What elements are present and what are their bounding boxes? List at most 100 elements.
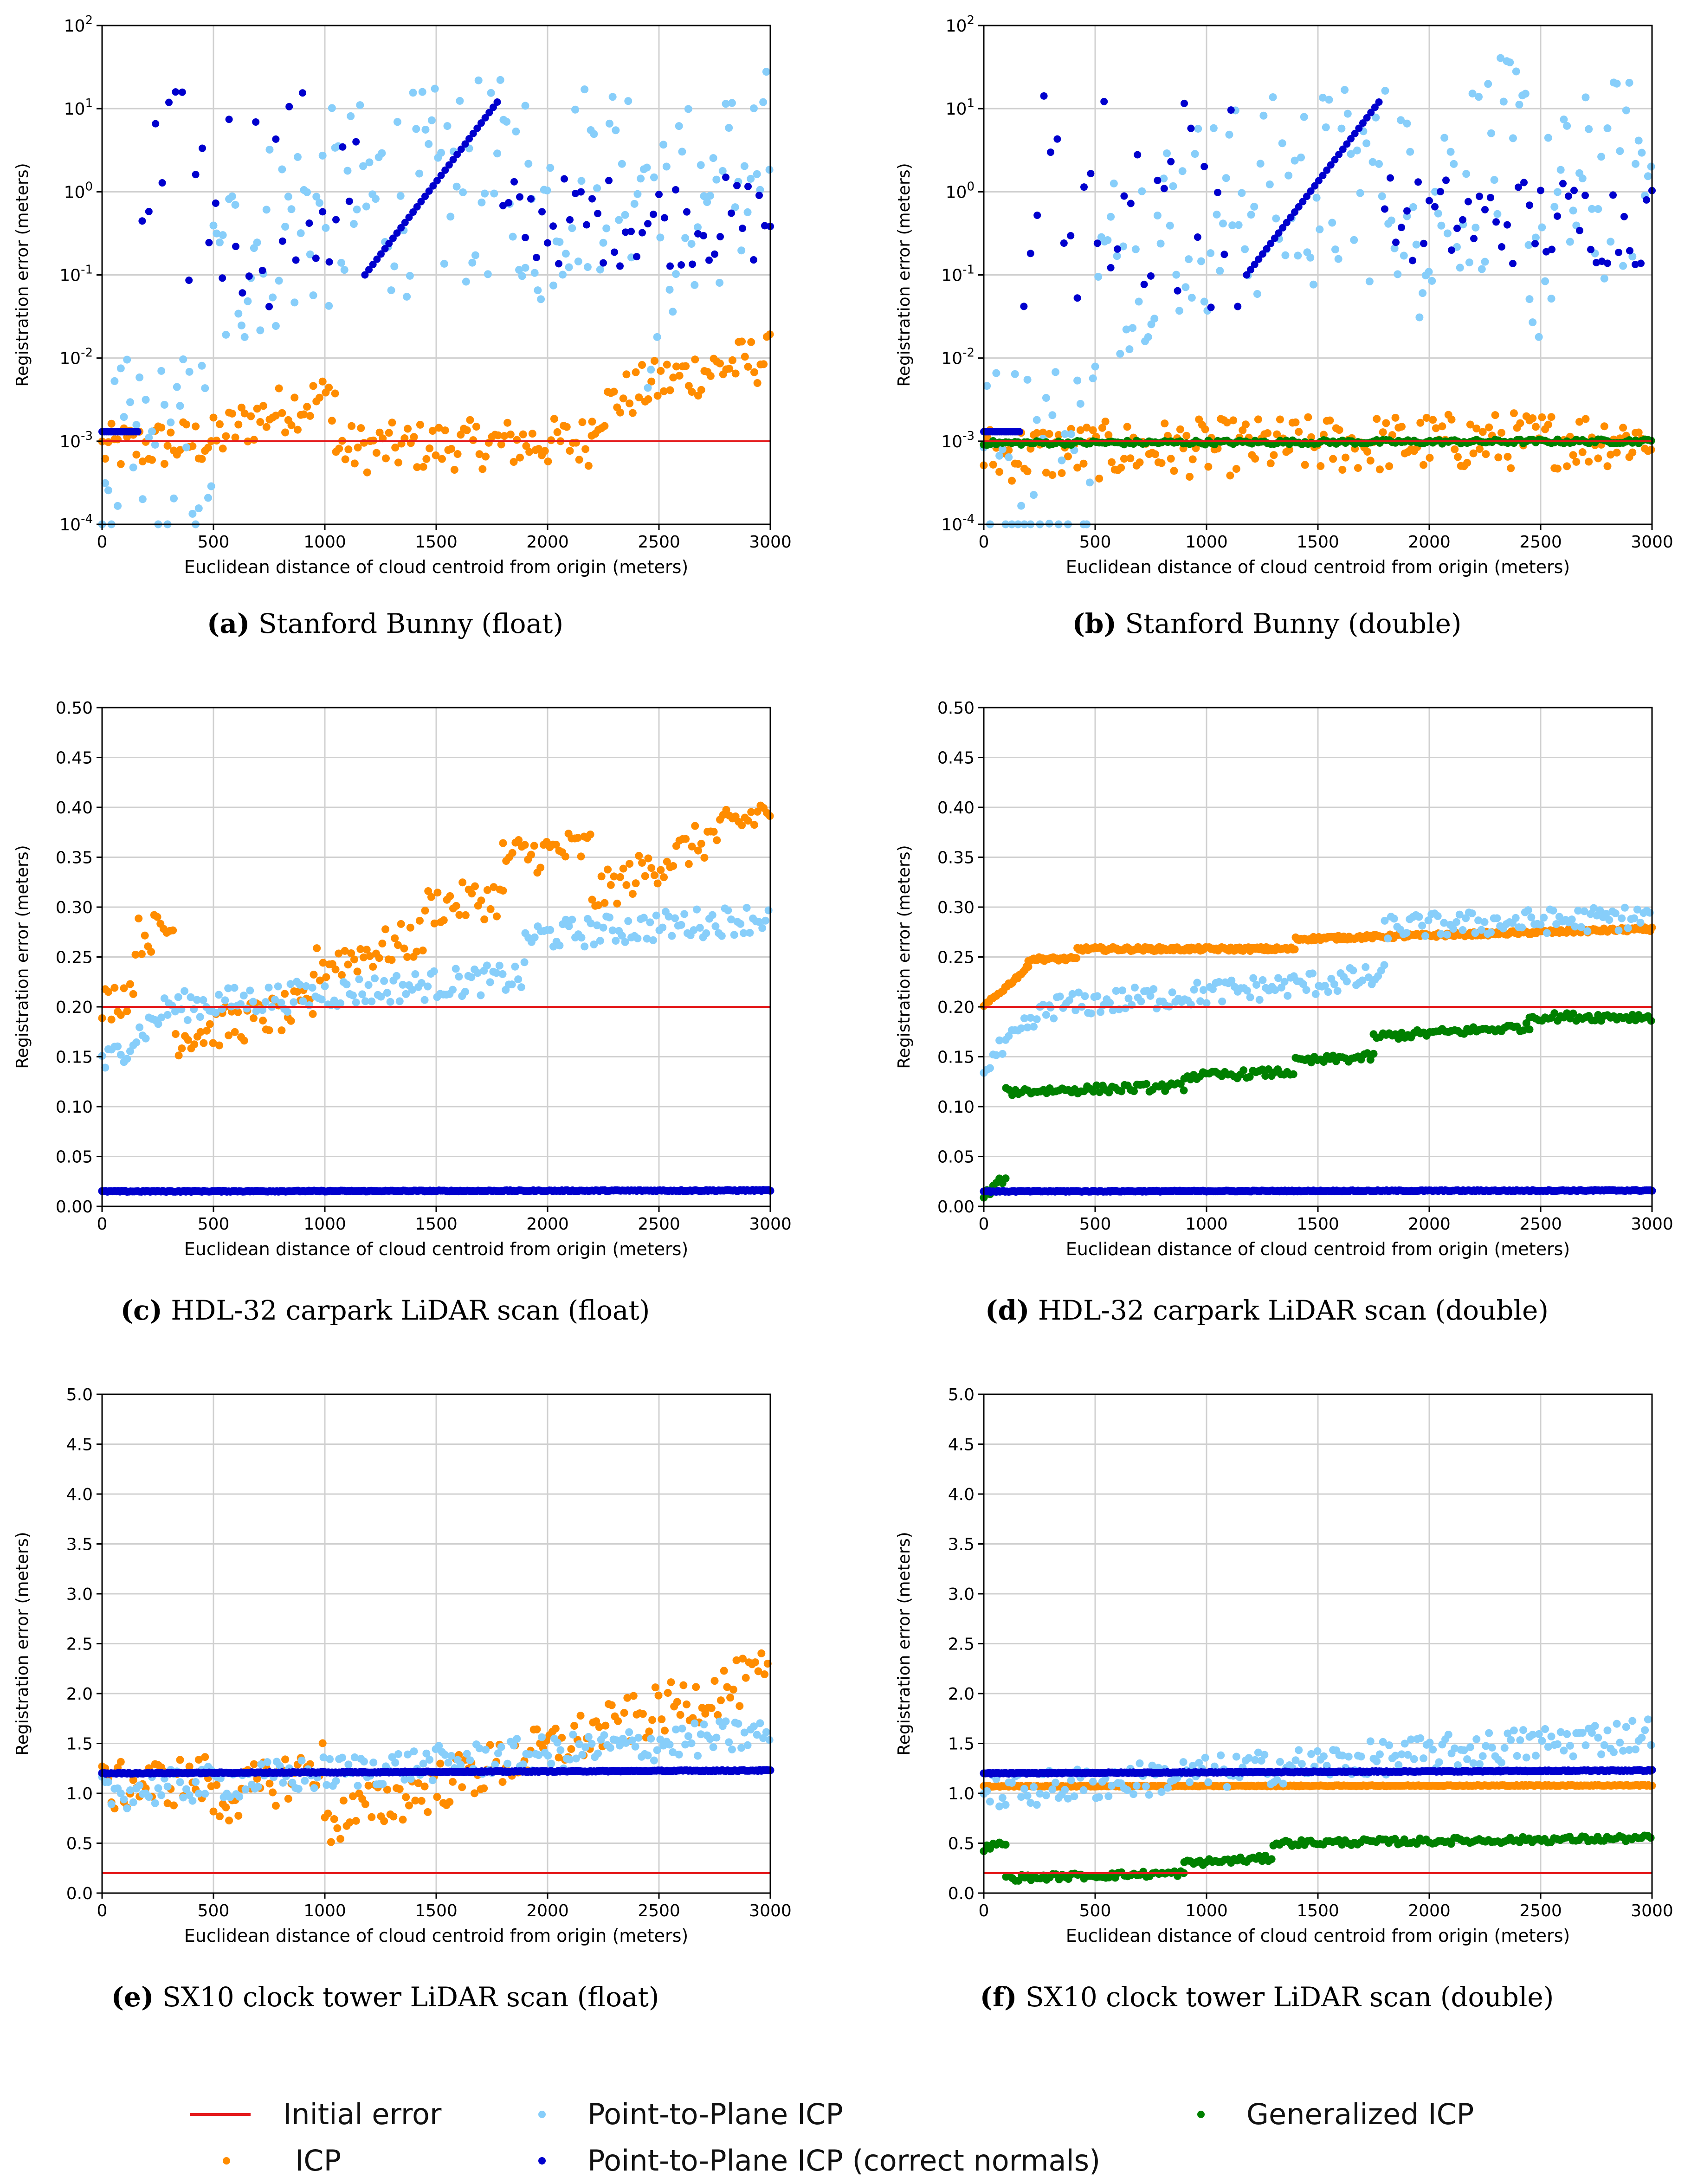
data-point (737, 246, 746, 255)
data-point (738, 337, 746, 346)
chart-sx10-float: 0 500 1000 1500 2000 2500 30000.00.51.01.52.02… (13, 1385, 792, 1946)
data-point (179, 355, 187, 363)
y-tick-label: 2.0 (66, 1685, 93, 1704)
data-point (1381, 205, 1388, 213)
data-point (290, 393, 299, 402)
data-point (271, 995, 279, 1004)
data-point (618, 932, 626, 940)
data-point (711, 922, 720, 930)
data-point (395, 997, 404, 1005)
data-point (1634, 136, 1643, 145)
data-point (1191, 150, 1199, 158)
data-point (562, 915, 570, 924)
data-point (1476, 193, 1483, 200)
data-point (681, 234, 690, 242)
data-point (1163, 1784, 1172, 1792)
x-tick-label: 2000 (526, 533, 569, 552)
data-point (425, 187, 433, 195)
data-point (547, 436, 555, 445)
tick-base: 10 (59, 349, 81, 368)
x-axis-label: Euclidean distance of cloud centroid fro… (1066, 557, 1570, 577)
data-point (1253, 290, 1261, 298)
data-point (252, 118, 260, 126)
data-point (1418, 921, 1426, 930)
data-point (452, 902, 460, 910)
data-point (1005, 446, 1013, 454)
data-point (1295, 428, 1303, 436)
data-point (613, 899, 621, 908)
data-point (511, 962, 519, 971)
data-point (397, 224, 405, 232)
data-point (709, 154, 717, 162)
data-point (228, 192, 236, 200)
data-point (126, 1047, 134, 1056)
data-point (1187, 124, 1195, 132)
data-point (594, 210, 601, 218)
data-point (345, 197, 353, 205)
data-point (1415, 913, 1423, 921)
data-point (1459, 926, 1467, 934)
data-point (171, 1007, 179, 1016)
chart-bunny-float: 0 500 1000 1500 2000 2500 300010-410-310-210-1… (13, 13, 792, 577)
y-tick-label: 0.50 (937, 699, 975, 718)
y-axis: 0.000.050.100.150.200.250.300.350.400.45… (56, 699, 102, 1217)
y-tick-label: 0.00 (937, 1198, 975, 1217)
data-point (684, 382, 693, 390)
data-point (1040, 92, 1048, 100)
data-point (757, 1649, 766, 1657)
data-point (1481, 258, 1489, 266)
data-point (181, 987, 189, 995)
data-point (120, 413, 128, 421)
data-point (726, 1694, 735, 1702)
data-point (635, 851, 643, 860)
data-point (1080, 183, 1088, 191)
data-point (471, 882, 479, 890)
data-point (1643, 196, 1650, 204)
data-point (1287, 213, 1295, 221)
data-point (1613, 79, 1621, 88)
data-point (581, 1743, 590, 1752)
data-point (477, 991, 485, 999)
data-point (1529, 318, 1537, 327)
data-point (1215, 978, 1223, 986)
data-point (213, 1781, 221, 1789)
data-point (720, 1667, 728, 1675)
data-point (1245, 1754, 1253, 1762)
data-point (417, 198, 425, 206)
tick-base: 10 (941, 432, 962, 451)
data-point (1050, 1014, 1058, 1023)
data-point (399, 1816, 407, 1824)
data-point (694, 230, 702, 238)
data-point (484, 270, 492, 278)
data-point (203, 1026, 211, 1035)
data-point (258, 266, 266, 274)
data-point (1585, 125, 1593, 133)
data-point (1442, 176, 1450, 184)
data-point (596, 936, 604, 945)
data-point (428, 1776, 437, 1785)
series-icp (980, 923, 1656, 1010)
data-point (205, 238, 213, 246)
data-point (671, 914, 679, 922)
data-point (1544, 134, 1552, 142)
data-point (1148, 1761, 1156, 1770)
data-point (325, 302, 333, 310)
data-point (1089, 426, 1097, 434)
y-tick-label: 0.0 (66, 1884, 93, 1903)
chart-panel-d: 0 500 1000 1500 2000 2500 3000 0.00 0.05 0.10 0.15… (882, 682, 1691, 1326)
data-point (1575, 418, 1584, 426)
data-point (1594, 454, 1602, 463)
data-point (278, 165, 286, 174)
data-point (356, 945, 365, 953)
data-point (231, 1028, 239, 1036)
data-point (1166, 221, 1174, 230)
data-point (185, 367, 194, 376)
data-point (357, 424, 365, 432)
data-point (1362, 963, 1370, 971)
data-point (380, 1817, 388, 1825)
data-point (1123, 423, 1131, 431)
gridlines (983, 707, 1653, 1207)
data-point (401, 219, 409, 226)
data-point (491, 1760, 499, 1769)
data-point (361, 271, 369, 279)
